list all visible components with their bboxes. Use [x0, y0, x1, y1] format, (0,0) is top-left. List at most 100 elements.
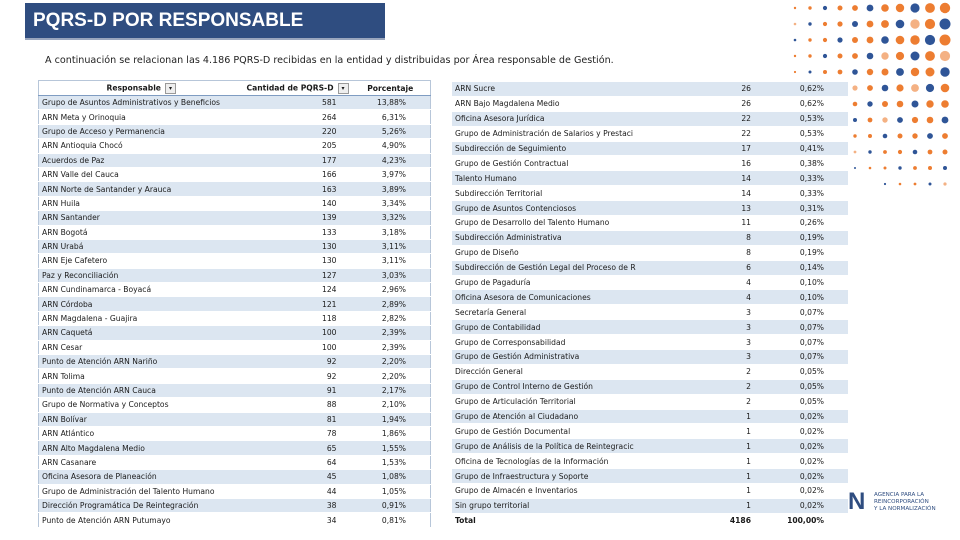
cell: ARN Atlántico	[38, 426, 244, 442]
cell: Grupo de Gestión Documental	[452, 423, 700, 440]
cell: 34	[243, 512, 351, 528]
cell: 2,82%	[350, 311, 431, 327]
decor-dot	[927, 149, 933, 155]
decor-dot	[852, 85, 858, 91]
cell: 5,26%	[350, 124, 431, 140]
table-row: Sin grupo territorial 1 0,02%	[452, 498, 848, 514]
table-row: Punto de Atención ARN Cauca 91 2,17%	[38, 383, 431, 399]
header-text: Responsable	[106, 83, 161, 92]
cell: ARN Casanare	[38, 455, 244, 471]
cell: Grupo de Diseño	[452, 245, 700, 261]
decor-dot	[897, 149, 903, 155]
table-row: Grupo de Contabilidad 3 0,07%	[452, 319, 848, 336]
decor-dot	[793, 54, 797, 58]
decor-dot	[822, 21, 828, 27]
cell: 81	[243, 412, 351, 427]
decor-dot	[910, 67, 920, 77]
table-row: Subdirección Administrativa 8 0,19%	[452, 230, 848, 246]
cell: Punto de Atención ARN Cauca	[38, 383, 244, 399]
table-row: Dirección Programática De Reintegración 3…	[38, 498, 431, 514]
cell: Grupo de Asuntos Contenciosos	[452, 200, 700, 217]
decor-dot	[896, 100, 904, 108]
table-row: ARN Cundinamarca - Boyacá 124 2,96%	[38, 282, 431, 298]
cell: 1,86%	[350, 426, 431, 442]
cell: ARN Bolívar	[38, 412, 244, 427]
cell: 17	[700, 141, 765, 157]
table-row: Punto de Atención ARN Putumayo 34 0,81%	[38, 512, 431, 528]
decor-dot	[912, 133, 918, 139]
cell: 4,23%	[350, 153, 431, 168]
cell: 3,32%	[350, 210, 431, 226]
decor-dot	[793, 38, 797, 42]
cell: 45	[243, 469, 351, 485]
cell: Grupo de Acceso y Permanencia	[38, 124, 244, 140]
table-row: Grupo de Control Interno de Gestión 2 0,05…	[452, 379, 848, 395]
cell: 2,20%	[350, 368, 431, 384]
cell: 0,05%	[765, 364, 848, 380]
decor-dot	[910, 19, 920, 29]
table-row: ARN Casanare 64 1,53%	[38, 455, 431, 471]
decor-dot	[925, 67, 935, 77]
cell: ARN Norte de Santander y Arauca	[38, 181, 244, 197]
decor-dot	[925, 3, 935, 13]
table-row: ARN Bajo Magdalena Medio 26 0,62%	[452, 96, 848, 112]
logo-line: Y LA NORMALIZACIÓN	[874, 506, 936, 512]
table-row: ARN Valle del Cauca 166 3,97%	[38, 167, 431, 183]
table-row: Grupo de Análisis de la Política de Rein…	[452, 438, 848, 455]
cell: ARN Sucre	[452, 82, 700, 97]
cell: 177	[243, 153, 351, 168]
decor-dot	[822, 53, 828, 59]
cell: Oficina Asesora de Planeación	[38, 469, 244, 485]
decor-dot	[927, 133, 933, 139]
table-row: ARN Atlántico 78 1,86%	[38, 426, 431, 442]
decor-dot	[866, 68, 874, 76]
decor-dot	[853, 150, 857, 154]
cell: 0,05%	[765, 394, 848, 410]
cell: Oficina Asesora Jurídica	[452, 111, 700, 127]
cell: 3	[700, 319, 765, 336]
cell: 92	[243, 368, 351, 384]
cell: 38	[243, 498, 351, 514]
cell: Grupo de Contabilidad	[452, 319, 700, 336]
cell: 0,38%	[765, 155, 848, 172]
table-row: Dirección General 2 0,05%	[452, 364, 848, 380]
table-row: Grupo de Pagaduría 4 0,10%	[452, 275, 848, 291]
cell: 64	[243, 455, 351, 471]
cell: 0,31%	[765, 200, 848, 217]
cell: 14	[700, 185, 765, 202]
cell: 14	[700, 170, 765, 187]
cell: 1,05%	[350, 484, 431, 499]
table-row: Grupo de Asuntos Contenciosos 13 0,31%	[452, 200, 848, 217]
filter-button[interactable]: ▾	[337, 82, 349, 94]
decor-dot	[866, 52, 874, 60]
decor-dot	[939, 50, 951, 62]
cell: 13,88%	[350, 95, 431, 111]
decor-dot	[883, 182, 887, 186]
cell: 92	[243, 354, 351, 370]
decor-dot	[852, 69, 858, 75]
decor-dot	[940, 67, 950, 77]
cell: 1	[700, 468, 765, 485]
table-row: ARN Antioquia Chocó 205 4,90%	[38, 138, 431, 154]
decor-dot	[868, 134, 872, 138]
decor-dot	[898, 182, 902, 186]
cell: 1,55%	[350, 440, 431, 456]
cell: 1	[700, 423, 765, 440]
cell: Grupo de Administración del Talento Huma…	[38, 484, 244, 499]
cell: 2,39%	[350, 340, 431, 356]
decor-dot	[895, 19, 905, 29]
decor-dot	[941, 116, 949, 124]
cell: 0,02%	[765, 468, 848, 485]
cell: 3,11%	[350, 253, 431, 269]
cell: Subdirección Territorial	[452, 185, 700, 202]
filter-button[interactable]: ▾	[164, 82, 176, 94]
cell: 100	[243, 340, 351, 356]
cell: 0,33%	[765, 185, 848, 202]
decor-dot	[837, 5, 843, 11]
column-header: Cantidad de PQRS-D ▾	[243, 80, 351, 96]
cell: 0,02%	[765, 423, 848, 440]
table-row: ARN Santander 139 3,32%	[38, 210, 431, 226]
decor-dot	[867, 117, 873, 123]
cell: 0,02%	[765, 453, 848, 470]
decor-dot	[924, 34, 936, 46]
